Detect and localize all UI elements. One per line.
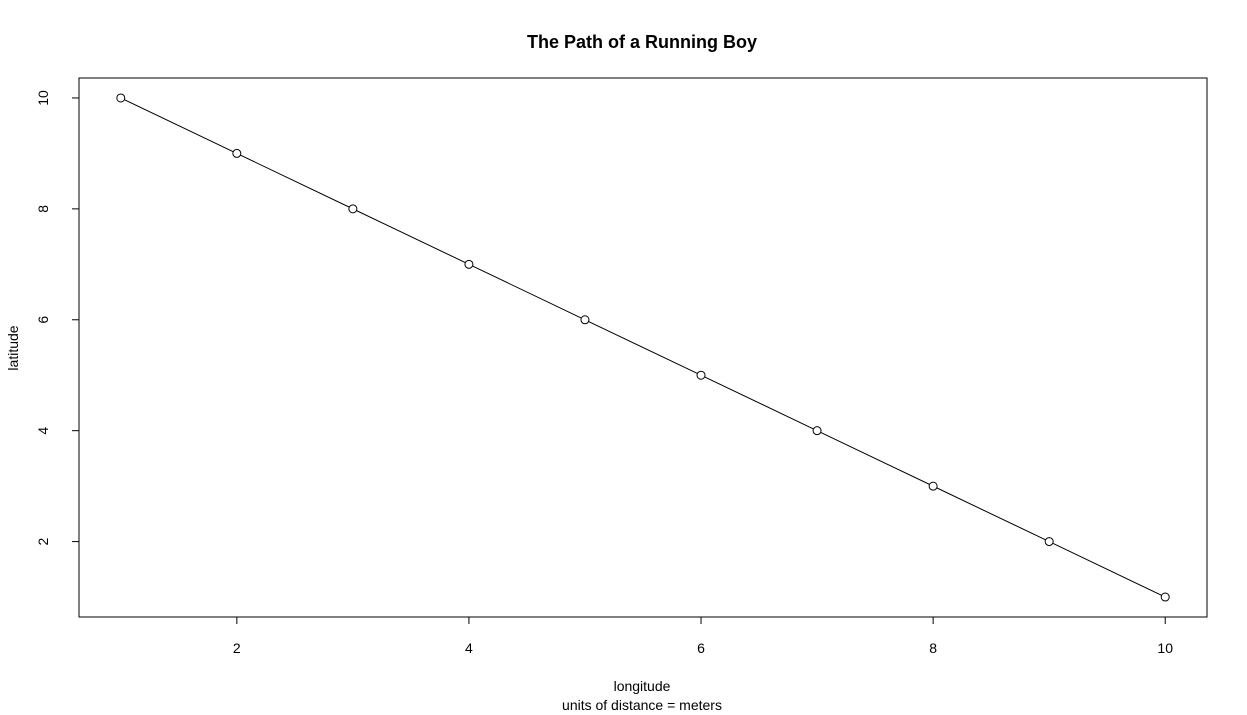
y-tick-label: 2 (35, 537, 51, 545)
y-tick-label: 6 (35, 316, 51, 324)
x-tick-label: 10 (1157, 640, 1173, 656)
data-point (232, 148, 242, 158)
data-point (580, 315, 590, 325)
data-point (464, 259, 474, 269)
x-tick-label: 2 (233, 640, 241, 656)
x-tick-label: 8 (929, 640, 937, 656)
data-point (928, 481, 938, 491)
data-point (116, 93, 126, 103)
data-point (1160, 592, 1170, 602)
x-axis-sublabel: units of distance = meters (562, 697, 722, 713)
y-axis: 2 4 6 8 10 (35, 90, 80, 545)
data-point (1044, 537, 1054, 547)
data-points (116, 93, 1170, 602)
x-axis-label: longitude (614, 678, 671, 694)
data-point (696, 370, 706, 380)
series-line (120, 97, 1166, 598)
x-tick-label: 6 (697, 640, 705, 656)
data-point (348, 204, 358, 214)
chart-title: The Path of a Running Boy (527, 32, 757, 52)
y-tick-label: 8 (35, 205, 51, 213)
y-tick-label: 10 (35, 90, 51, 106)
x-axis: 2 4 6 8 10 (233, 616, 1173, 656)
y-tick-label: 4 (35, 427, 51, 435)
x-tick-label: 4 (465, 640, 473, 656)
y-axis-label: latitude (5, 325, 21, 370)
data-point (812, 426, 822, 436)
